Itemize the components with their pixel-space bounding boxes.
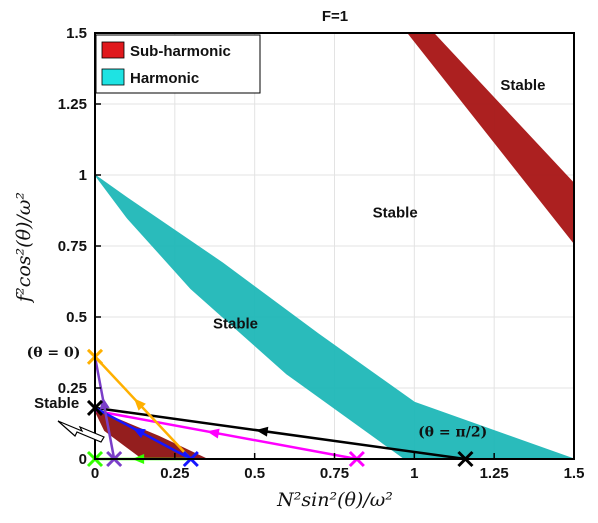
chart-title: F=1 xyxy=(322,8,348,25)
x-tick-label: 0 xyxy=(91,465,99,482)
series-line xyxy=(94,406,466,461)
x-tick-label: 0.75 xyxy=(320,465,349,482)
series-arrowhead xyxy=(134,398,146,411)
x-tick-label: 1.5 xyxy=(564,465,585,482)
y-tick-label: 1.25 xyxy=(58,96,87,113)
series-line xyxy=(94,409,358,461)
legend-swatch-harmonic xyxy=(101,68,125,86)
y-tick-label: 1 xyxy=(79,167,87,184)
ticks-layer: 0 0.25 0.5 0.75 1 1.25 1.5 0 0.25 0.5 0.75 1 1.25 1.5 xyxy=(58,25,585,482)
legend: Sub-harmonic Harmonic xyxy=(95,34,261,94)
series-line xyxy=(94,355,192,460)
legend-label-subharmonic: Sub-harmonic xyxy=(130,43,231,60)
annotation-label: (θ = π/2) xyxy=(418,424,487,440)
annotation-label: (θ = 0) xyxy=(27,345,81,361)
y-tick-label: 0.75 xyxy=(58,238,87,255)
region-label-stable: Stable xyxy=(34,395,79,412)
x-tick-label: 0.5 xyxy=(244,465,265,482)
region-label-stable: Stable xyxy=(373,205,418,222)
series-arrowhead xyxy=(255,426,269,437)
legend-swatch-subharmonic xyxy=(101,41,125,59)
region-harmonic xyxy=(94,174,575,460)
region-label-stable: Stable xyxy=(213,315,258,332)
y-tick-label: 0 xyxy=(79,451,87,468)
region-label-stable: Stable xyxy=(500,77,545,94)
labels-layer: Stable Stable Stable Stable (θ = 0) (θ = π/2) xyxy=(27,77,546,440)
region-sub-harmonic xyxy=(406,32,575,245)
x-tick-label: 0.25 xyxy=(160,465,189,482)
series-arrowhead xyxy=(99,396,110,410)
y-tick-label: 1.5 xyxy=(66,25,87,42)
series-layer xyxy=(93,355,466,464)
x-axis-label: N²sin²(θ)/ω² xyxy=(276,489,393,511)
x-tick-label: 1.25 xyxy=(480,465,509,482)
stable-pointer-arrow xyxy=(57,420,105,443)
x-tick-label: 1 xyxy=(410,465,418,482)
y-tick-label: 0.5 xyxy=(66,309,87,326)
series-arrowhead xyxy=(206,428,220,439)
legend-label-harmonic: Harmonic xyxy=(130,70,199,87)
y-axis-label: f²cos²(θ)/ω² xyxy=(13,192,35,304)
series-arrowhead xyxy=(132,428,146,439)
y-tick-label: 0.25 xyxy=(58,380,87,397)
